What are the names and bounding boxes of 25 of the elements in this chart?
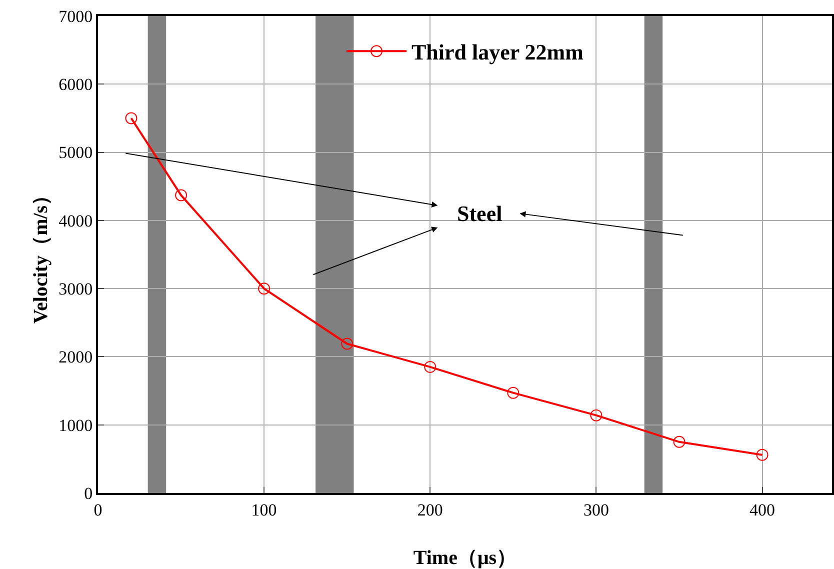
point	[341, 338, 354, 350]
x-tick-label: 400	[750, 500, 775, 520]
point	[125, 112, 138, 124]
point	[424, 360, 436, 373]
y-tick-label: 2000	[58, 348, 93, 367]
x-tick-label: 300	[583, 500, 609, 520]
point	[756, 448, 768, 461]
point	[258, 282, 270, 295]
x-tick-label: 200	[417, 500, 443, 520]
y-tick-label: 3000	[58, 280, 93, 299]
y-tick-label: 6000	[58, 75, 93, 94]
point	[673, 436, 686, 448]
x-tick-label: 100	[251, 500, 277, 520]
point	[507, 386, 520, 399]
y-tick-label: 1000	[58, 416, 93, 435]
y-tick-label: 0	[84, 484, 93, 503]
annotation: Steel	[457, 201, 502, 226]
point	[590, 409, 602, 422]
y-tick-label: 4000	[58, 211, 93, 230]
y-tick-label: 5000	[58, 143, 93, 162]
y-axis-title: Velocity（m/s）	[30, 185, 52, 324]
point	[175, 189, 188, 202]
x-axis-title: Time（μs）	[413, 547, 517, 569]
legend-label: Third layer 22mm	[412, 40, 584, 65]
y-tick-label: 7000	[58, 6, 93, 26]
